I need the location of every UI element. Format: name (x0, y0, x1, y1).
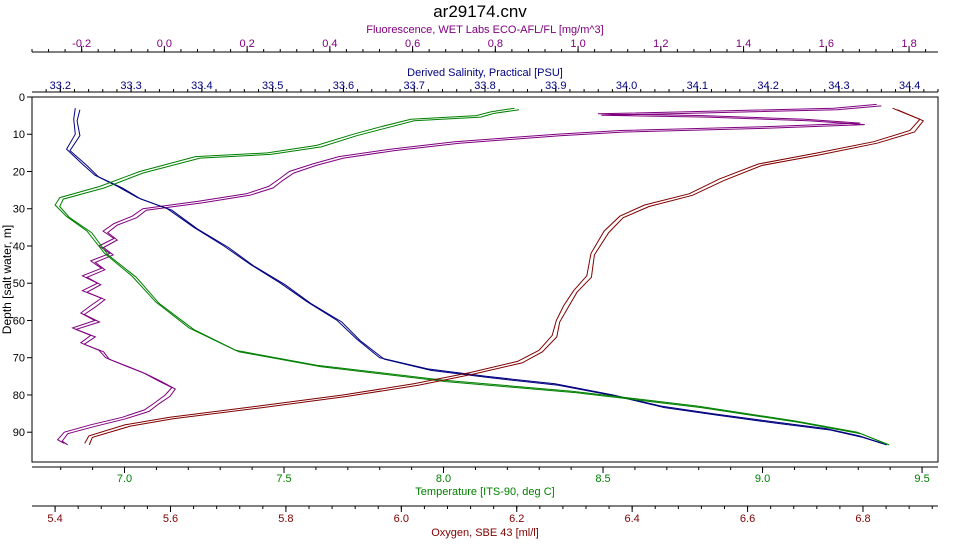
oxygen-tick-label: 6.8 (855, 513, 870, 525)
fluorescence-tick-label: 1.4 (736, 38, 751, 50)
salinity-tick-label: 33.8 (474, 80, 495, 92)
temperature-profile-trace-1 (54, 107, 885, 444)
fluorescence-tick-label: 0.2 (239, 38, 254, 50)
oxygen-profile-trace-1 (84, 107, 921, 444)
fluorescence-tick-label: 0.8 (488, 38, 503, 50)
temperature-tick-label: 7.5 (276, 473, 291, 485)
fluorescence-profile-trace-2 (61, 105, 882, 446)
oxygen-profile-trace-2 (88, 109, 925, 446)
fluorescence-tick-label: 1.2 (653, 38, 668, 50)
fluorescence-tick-label: 1.0 (570, 38, 585, 50)
salinity-tick-label: 33.4 (191, 80, 212, 92)
salinity-tick-label: 33.2 (50, 80, 71, 92)
oxygen-axis-label: Oxygen, SBE 43 [ml/l] (431, 527, 539, 539)
fluorescence-tick-label: 0.6 (405, 38, 420, 50)
salinity-profile-trace-2 (69, 109, 887, 446)
temperature-tick-label: 9.0 (755, 473, 770, 485)
salinity-tick-label: 34.1 (687, 80, 708, 92)
salinity-tick-label: 34.4 (899, 80, 920, 92)
y-axis-label: Depth [salt water, m] (0, 225, 14, 334)
temperature-tick-label: 7.0 (117, 473, 132, 485)
fluorescence-tick-label: 0.0 (157, 38, 172, 50)
fluorescence-tick-label: -0.2 (72, 38, 91, 50)
fluorescence-tick-label: 1.8 (901, 38, 916, 50)
salinity-tick-label: 34.2 (757, 80, 778, 92)
fluorescence-tick-label: 0.4 (322, 38, 337, 50)
salinity-tick-label: 34.3 (828, 80, 849, 92)
y-tick-label-80: 80 (13, 390, 25, 402)
oxygen-tick-label: 6.0 (394, 513, 409, 525)
temperature-tick-label: 8.5 (595, 473, 610, 485)
salinity-tick-label: 33.6 (333, 80, 354, 92)
y-tick-label-70: 70 (13, 353, 25, 365)
fluorescence-profile-trace-1 (56, 103, 877, 444)
y-tick-label-20: 20 (13, 166, 25, 178)
temperature-axis-label: Temperature [ITS-90, deg C] (415, 486, 554, 498)
y-tick-label-10: 10 (13, 129, 25, 141)
plot-frame (31, 96, 939, 463)
salinity-profile-trace-1 (65, 108, 883, 444)
fluorescence-axis-label: Fluorescence, WET Labs ECO-AFL/FL [mg/m^… (366, 24, 603, 36)
oxygen-tick-label: 5.6 (163, 513, 178, 525)
salinity-tick-label: 34.0 (616, 80, 637, 92)
fluorescence-tick-label: 1.6 (819, 38, 834, 50)
salinity-tick-label: 33.7 (404, 80, 425, 92)
y-tick-label-40: 40 (13, 241, 25, 253)
chart-title: ar29174.cnv (433, 2, 527, 21)
temperature-profile-trace-2 (59, 109, 890, 446)
salinity-tick-label: 33.5 (262, 80, 283, 92)
salinity-tick-label: 33.9 (545, 80, 566, 92)
oxygen-tick-label: 6.4 (625, 513, 640, 525)
oxygen-tick-label: 6.6 (740, 513, 755, 525)
temperature-tick-label: 9.5 (914, 473, 929, 485)
y-tick-label-30: 30 (13, 204, 25, 216)
oxygen-tick-label: 5.8 (278, 513, 293, 525)
oxygen-tick-label: 6.2 (509, 513, 524, 525)
salinity-axis-label: Derived Salinity, Practical [PSU] (407, 67, 563, 79)
salinity-tick-label: 33.3 (120, 80, 141, 92)
y-tick-label-50: 50 (13, 278, 25, 290)
temperature-tick-label: 8.0 (436, 473, 451, 485)
series-layer (54, 103, 925, 446)
axes-layer: 0 10 20 30 40 50 60 70 80 90 Depth [salt water, m]… (0, 24, 939, 539)
oxygen-tick-label: 5.4 (47, 513, 62, 525)
y-tick-label-0: 0 (19, 92, 25, 104)
y-tick-label-90: 90 (13, 427, 25, 439)
y-tick-label-60: 60 (13, 315, 25, 327)
